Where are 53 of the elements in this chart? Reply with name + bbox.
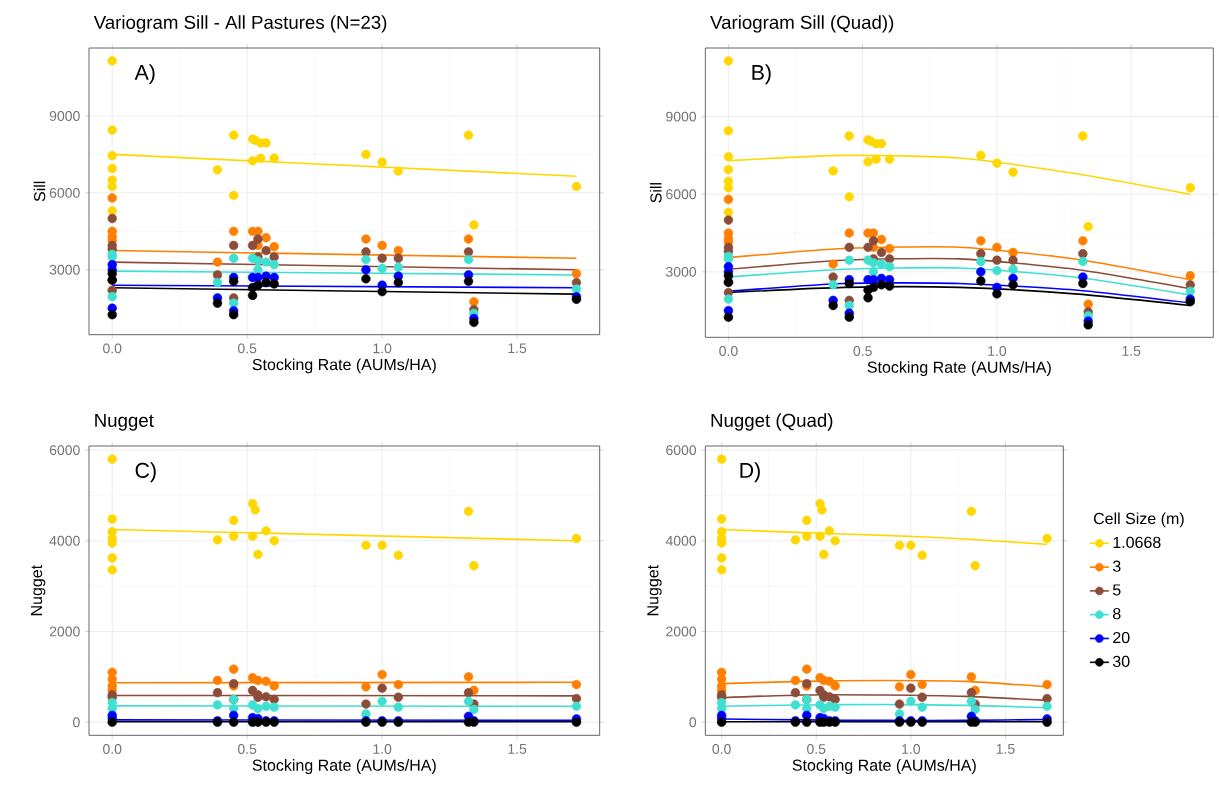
legend-title: Cell Size (m) [1093,512,1184,528]
legend-label: 3 [1112,560,1121,572]
y-tick-label: 0 [689,717,697,728]
y-axis-title: Sill [33,181,46,202]
x-axis-title: Stocking Rate (AUMs/HA) [792,759,976,775]
annotation: D) [740,462,760,483]
x-tick-label: 1.0 [988,346,1007,356]
annotation: B) [752,64,771,85]
y-tick-label: 4000 [665,535,697,546]
x-tick-label: 1.5 [508,744,527,754]
y-tick-label: 6000 [666,445,697,456]
y-tick-label: 6000 [666,189,697,200]
x-tick-label: 1.0 [902,744,921,754]
x-axis-title: Stocking Rate (AUMs/HA) [252,759,436,775]
chart-title: Variogram Sill (Quad)) [710,15,894,33]
x-tick-label: 0.5 [807,744,826,754]
y-tick-label: 2000 [49,626,80,637]
legend-label: 8 [1113,608,1121,620]
legend-label: 5 [1112,584,1121,596]
x-tick-label: 0.0 [719,346,738,356]
legend-label: 30 [1112,655,1130,668]
y-tick-label: 9000 [49,111,80,121]
chart-title: Variogram Sill - All Pastures (N=23) [93,15,387,33]
y-tick-label: 3000 [666,266,697,277]
x-tick-label: 0.0 [712,744,731,754]
x-tick-label: 0.0 [103,343,122,354]
x-tick-label: 0.5 [237,744,257,754]
y-tick-label: 6000 [49,187,80,198]
chart-title: Nugget [95,413,154,431]
y-axis-title: Nugget [647,565,662,616]
annotation: C) [135,462,156,483]
x-axis-title: Stocking Rate (AUMs/HA) [252,358,436,374]
y-tick-label: 3000 [49,264,80,275]
annotation: A) [134,64,155,85]
x-tick-label: 1.0 [373,343,392,354]
x-tick-label: 1.5 [996,744,1015,754]
x-axis-title: Stocking Rate (AUMs/HA) [867,361,1051,377]
x-tick-label: 1.5 [508,343,527,354]
x-tick-label: 0.5 [237,343,257,354]
y-tick-label: 2000 [666,626,697,637]
y-tick-label: 0 [73,717,80,728]
y-tick-label: 9000 [666,111,697,122]
y-axis-title: Sill [649,183,662,203]
x-tick-label: 0.0 [103,744,122,754]
chart-title: Nugget (Quad) [711,413,833,431]
x-tick-label: 1.5 [1122,346,1141,356]
legend-label: 1.0668 [1113,536,1161,549]
y-tick-label: 6000 [49,445,80,456]
legend-label: 20 [1113,631,1130,644]
y-axis-title: Nugget [31,565,46,616]
x-tick-label: 0.5 [853,346,872,356]
y-tick-label: 4000 [49,535,80,546]
x-tick-label: 1.0 [373,744,392,754]
